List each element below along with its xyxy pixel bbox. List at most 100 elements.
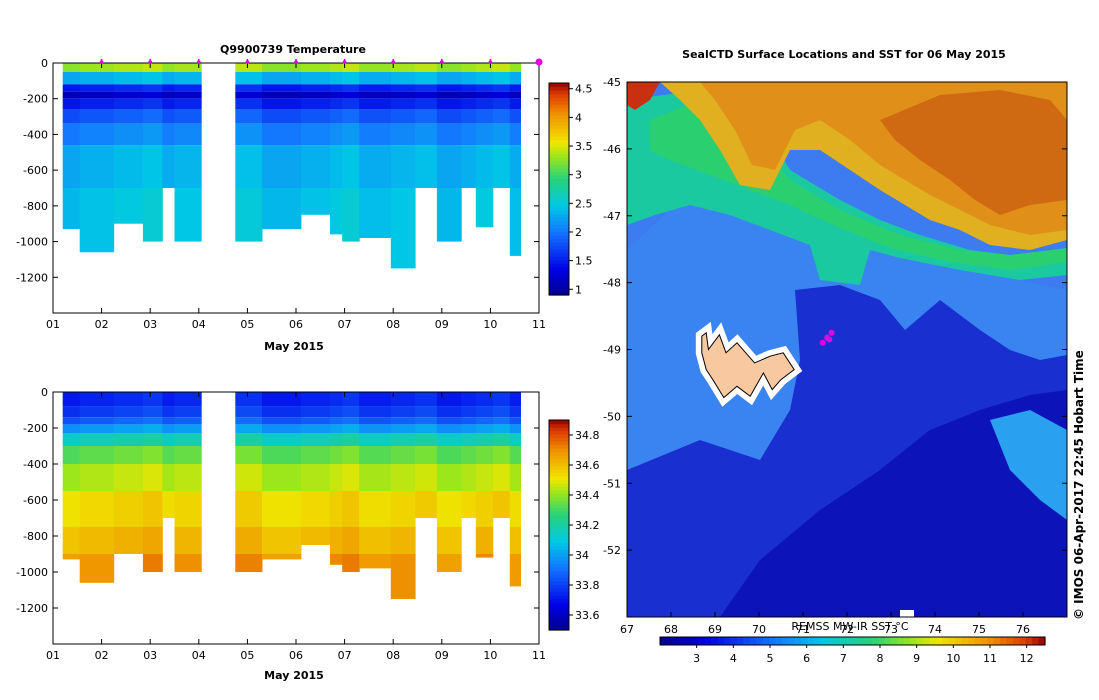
colorbar-swatch xyxy=(549,146,569,151)
colorbar-swatch xyxy=(549,280,569,285)
section-cell xyxy=(475,188,494,228)
colorbar-swatch xyxy=(549,462,569,467)
colorbar-swatch xyxy=(549,497,569,502)
section-cell xyxy=(390,109,416,124)
salinity-colorbar: 33.6 33.8 34 34.2 34.4 34.6 34.8 xyxy=(548,419,600,631)
colorbar-swatch xyxy=(549,605,569,610)
section-cell xyxy=(436,406,462,418)
section-cell xyxy=(359,98,392,110)
colorbar-swatch xyxy=(549,570,569,575)
section-cell xyxy=(342,464,360,491)
colorbar-swatch xyxy=(788,637,796,645)
colorbar-swatch xyxy=(549,521,569,526)
section-cell xyxy=(300,446,331,464)
section-cell xyxy=(509,417,521,425)
colorbar-swatch xyxy=(549,153,569,158)
colorbar-swatch xyxy=(549,196,569,201)
section-cell xyxy=(492,464,511,491)
section-cell xyxy=(235,188,263,242)
colorbar-swatch xyxy=(549,128,569,133)
colorbar-swatch xyxy=(897,637,905,645)
colorbar-swatch xyxy=(549,479,569,484)
section-cell xyxy=(79,446,115,464)
section-cell xyxy=(415,109,438,124)
section-cell xyxy=(342,527,360,554)
y-tick-label: -51 xyxy=(603,477,621,490)
colorbar-swatch xyxy=(549,284,569,289)
section-cell xyxy=(390,464,416,491)
colorbar-swatch xyxy=(762,637,770,645)
section-cell xyxy=(113,464,144,491)
colorbar-swatch xyxy=(549,504,569,509)
section-cell xyxy=(492,109,511,124)
section-cell xyxy=(62,98,81,110)
colorbar-swatch xyxy=(549,458,569,463)
colorbar-swatch xyxy=(549,234,569,239)
colorbar-swatch xyxy=(549,231,569,236)
colorbar-tick-label: 2 xyxy=(575,226,582,239)
section-cell xyxy=(162,84,175,92)
section-cell xyxy=(359,424,392,434)
y-tick-label: -800 xyxy=(23,530,48,543)
section-cell xyxy=(475,446,494,464)
colorbar-tick-label: 33.8 xyxy=(575,579,600,592)
section-cell xyxy=(142,464,163,491)
colorbar-tick-label: 34.6 xyxy=(575,459,600,472)
section-cell xyxy=(174,406,202,418)
x-tick-label: 08 xyxy=(386,318,400,331)
section-cell xyxy=(113,145,144,188)
profile-marker xyxy=(342,60,347,64)
profile-marker xyxy=(148,60,152,64)
colorbar-swatch xyxy=(549,93,569,98)
colorbar-swatch xyxy=(549,581,569,586)
colorbar-swatch xyxy=(549,616,569,621)
section-cell xyxy=(475,392,494,407)
section-cell xyxy=(162,417,175,425)
section-cell xyxy=(330,84,343,92)
section-cell xyxy=(330,71,343,85)
section-cell xyxy=(79,71,115,85)
x-tick-label: 74 xyxy=(928,623,942,636)
section-cell xyxy=(509,91,521,99)
section-cell xyxy=(113,91,144,99)
y-tick-label: 0 xyxy=(41,386,48,399)
section-cell xyxy=(79,433,115,446)
section-cell xyxy=(174,188,202,242)
section-cell xyxy=(509,464,521,491)
section-cell xyxy=(475,123,494,146)
colorbar-swatch xyxy=(549,532,569,537)
section-cell xyxy=(174,464,202,491)
section-cell xyxy=(142,123,163,146)
colorbar-swatch xyxy=(549,556,569,561)
section-cell xyxy=(162,433,175,446)
section-cell xyxy=(475,84,494,92)
section-cell xyxy=(436,188,462,242)
x-tick-label: 10 xyxy=(483,318,497,331)
section-cell xyxy=(262,392,302,407)
x-tick-label: 73 xyxy=(884,623,898,636)
salinity-y-ticks: 0 -200 -400 -600 -800 -1000 -1200 xyxy=(16,386,539,615)
section-cell xyxy=(174,91,202,99)
section-cell xyxy=(113,84,144,92)
section-cell xyxy=(509,98,521,110)
colorbar-swatch xyxy=(549,150,569,155)
section-cell xyxy=(359,188,392,238)
colorbar-swatch xyxy=(549,139,569,144)
section-cell xyxy=(509,71,521,85)
section-cell xyxy=(475,109,494,124)
colorbar-swatch xyxy=(549,203,569,208)
colorbar-swatch xyxy=(717,637,725,645)
section-cell xyxy=(342,424,360,434)
colorbar-tick-label: 5 xyxy=(767,652,774,665)
section-cell xyxy=(79,98,115,110)
section-cell xyxy=(162,98,175,110)
section-cell xyxy=(174,63,202,72)
colorbar-swatch xyxy=(549,143,569,148)
section-cell xyxy=(113,406,144,418)
section-cell xyxy=(330,424,343,434)
colorbar-swatch xyxy=(549,574,569,579)
colorbar-swatch xyxy=(852,637,860,645)
section-cell xyxy=(62,145,81,188)
section-cell xyxy=(461,392,477,407)
section-cell xyxy=(330,464,343,491)
